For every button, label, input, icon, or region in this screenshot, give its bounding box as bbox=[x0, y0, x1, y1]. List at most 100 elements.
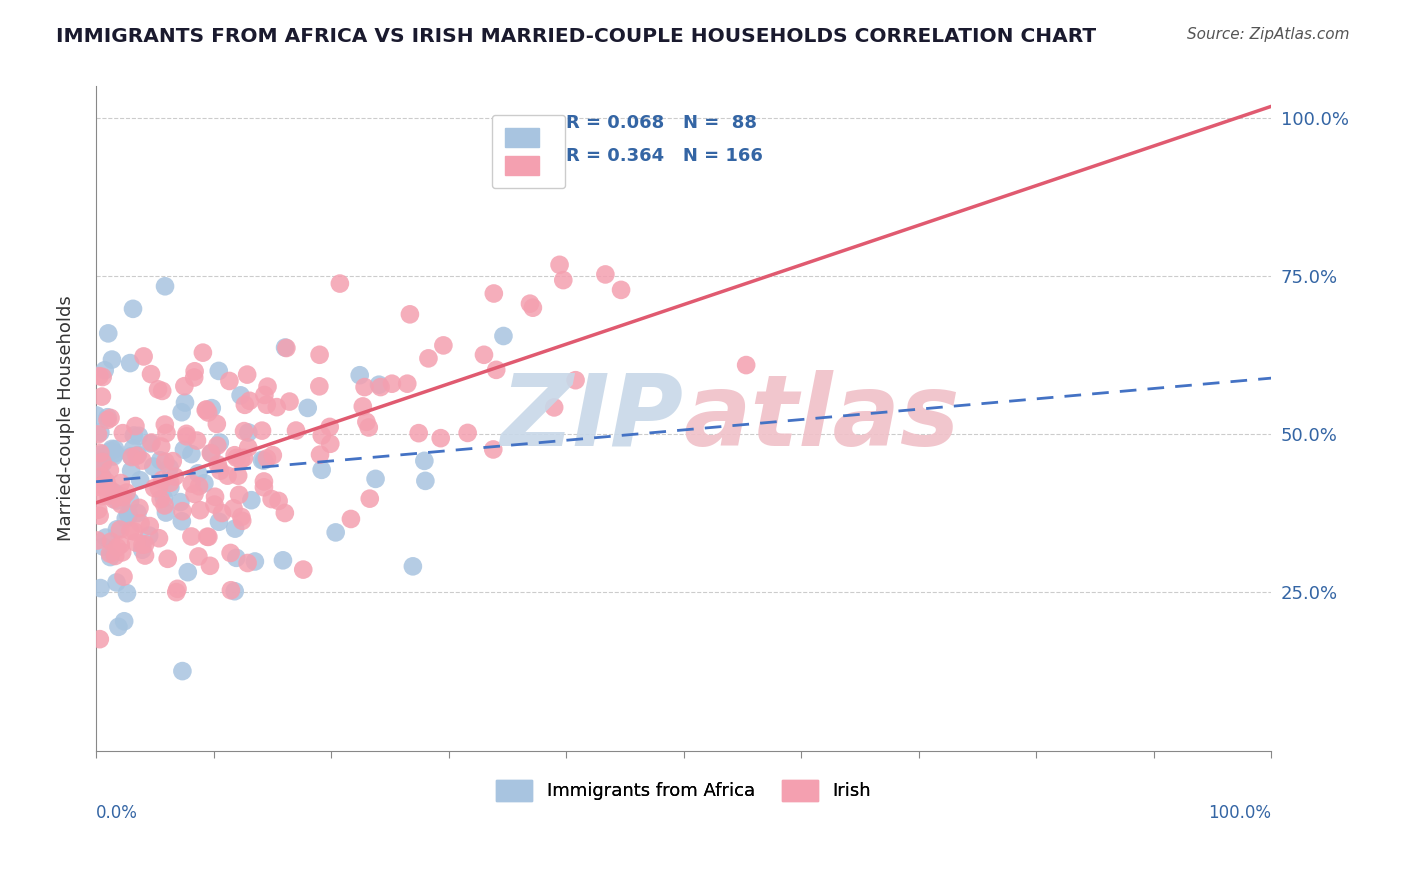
Point bbox=[492, 329, 515, 343]
Point bbox=[183, 370, 205, 384]
Point bbox=[117, 507, 139, 521]
Point bbox=[239, 393, 262, 408]
Point bbox=[97, 326, 120, 341]
Point bbox=[219, 583, 242, 598]
Point bbox=[180, 476, 202, 491]
Point bbox=[131, 453, 153, 467]
Point bbox=[396, 376, 419, 391]
Point bbox=[111, 545, 134, 559]
Point bbox=[104, 549, 127, 563]
Point bbox=[209, 464, 232, 478]
Point bbox=[159, 475, 181, 490]
Point bbox=[128, 500, 150, 515]
Point bbox=[325, 525, 347, 540]
Point bbox=[115, 586, 138, 600]
Point bbox=[122, 301, 145, 316]
Point bbox=[105, 522, 128, 536]
Point bbox=[319, 437, 342, 451]
Point bbox=[156, 551, 179, 566]
Point bbox=[155, 425, 177, 440]
Point bbox=[163, 469, 186, 483]
Point bbox=[90, 469, 112, 483]
Point bbox=[149, 453, 172, 467]
Point bbox=[429, 431, 451, 445]
Text: R = 0.068   N =  88: R = 0.068 N = 88 bbox=[567, 113, 756, 131]
Point bbox=[364, 472, 387, 486]
Point bbox=[413, 454, 436, 468]
Point bbox=[108, 523, 131, 537]
Point bbox=[233, 398, 256, 412]
Point bbox=[201, 401, 224, 416]
Point bbox=[165, 585, 187, 599]
Point bbox=[222, 501, 245, 516]
Point bbox=[243, 554, 266, 568]
Point bbox=[129, 473, 152, 487]
Point bbox=[329, 277, 352, 291]
Point bbox=[89, 450, 111, 465]
Point bbox=[232, 450, 254, 465]
Point bbox=[381, 376, 404, 391]
Text: 0.0%: 0.0% bbox=[96, 804, 138, 822]
Point bbox=[250, 424, 273, 438]
Point bbox=[159, 460, 181, 475]
Point bbox=[186, 434, 208, 448]
Point bbox=[110, 497, 132, 511]
Point bbox=[98, 463, 121, 477]
Point bbox=[432, 338, 454, 352]
Point bbox=[253, 480, 276, 494]
Point bbox=[195, 530, 218, 544]
Point bbox=[96, 413, 118, 427]
Point bbox=[180, 529, 202, 543]
Point bbox=[308, 348, 330, 362]
Point bbox=[357, 420, 380, 434]
Point bbox=[208, 435, 231, 450]
Point bbox=[139, 436, 162, 450]
Point bbox=[89, 446, 111, 460]
Point bbox=[101, 442, 124, 456]
Point bbox=[207, 439, 229, 453]
Point bbox=[229, 452, 252, 467]
Point bbox=[91, 456, 114, 470]
Point bbox=[285, 424, 308, 438]
Point bbox=[352, 400, 374, 414]
Point bbox=[735, 358, 758, 372]
Point bbox=[105, 493, 128, 508]
Point bbox=[225, 550, 247, 565]
Point bbox=[128, 429, 150, 443]
Point bbox=[482, 286, 505, 301]
Point bbox=[205, 417, 228, 431]
Point bbox=[267, 494, 290, 508]
Point bbox=[124, 419, 146, 434]
Point bbox=[122, 428, 145, 442]
Point bbox=[292, 563, 315, 577]
Point bbox=[98, 547, 121, 561]
Point bbox=[97, 489, 120, 503]
Point bbox=[90, 390, 112, 404]
Point bbox=[548, 258, 571, 272]
Point bbox=[610, 283, 633, 297]
Text: R = 0.364   N = 166: R = 0.364 N = 166 bbox=[567, 147, 763, 165]
Point bbox=[308, 379, 330, 393]
Point bbox=[97, 410, 120, 425]
Point bbox=[188, 503, 211, 517]
Point bbox=[120, 449, 142, 463]
Point bbox=[94, 531, 117, 545]
Point bbox=[111, 490, 134, 504]
Point bbox=[131, 542, 153, 557]
Point bbox=[482, 442, 505, 457]
Point bbox=[253, 453, 276, 467]
Point bbox=[418, 351, 440, 366]
Point bbox=[155, 506, 177, 520]
Point bbox=[110, 538, 132, 552]
Point bbox=[112, 614, 135, 628]
Point bbox=[415, 474, 437, 488]
Point bbox=[208, 515, 231, 529]
Point bbox=[200, 446, 222, 460]
Point bbox=[134, 549, 156, 563]
Point bbox=[104, 446, 127, 460]
Point bbox=[204, 490, 226, 504]
Point bbox=[100, 534, 122, 549]
Point bbox=[142, 459, 165, 474]
Point bbox=[86, 409, 108, 423]
Point bbox=[197, 530, 219, 544]
